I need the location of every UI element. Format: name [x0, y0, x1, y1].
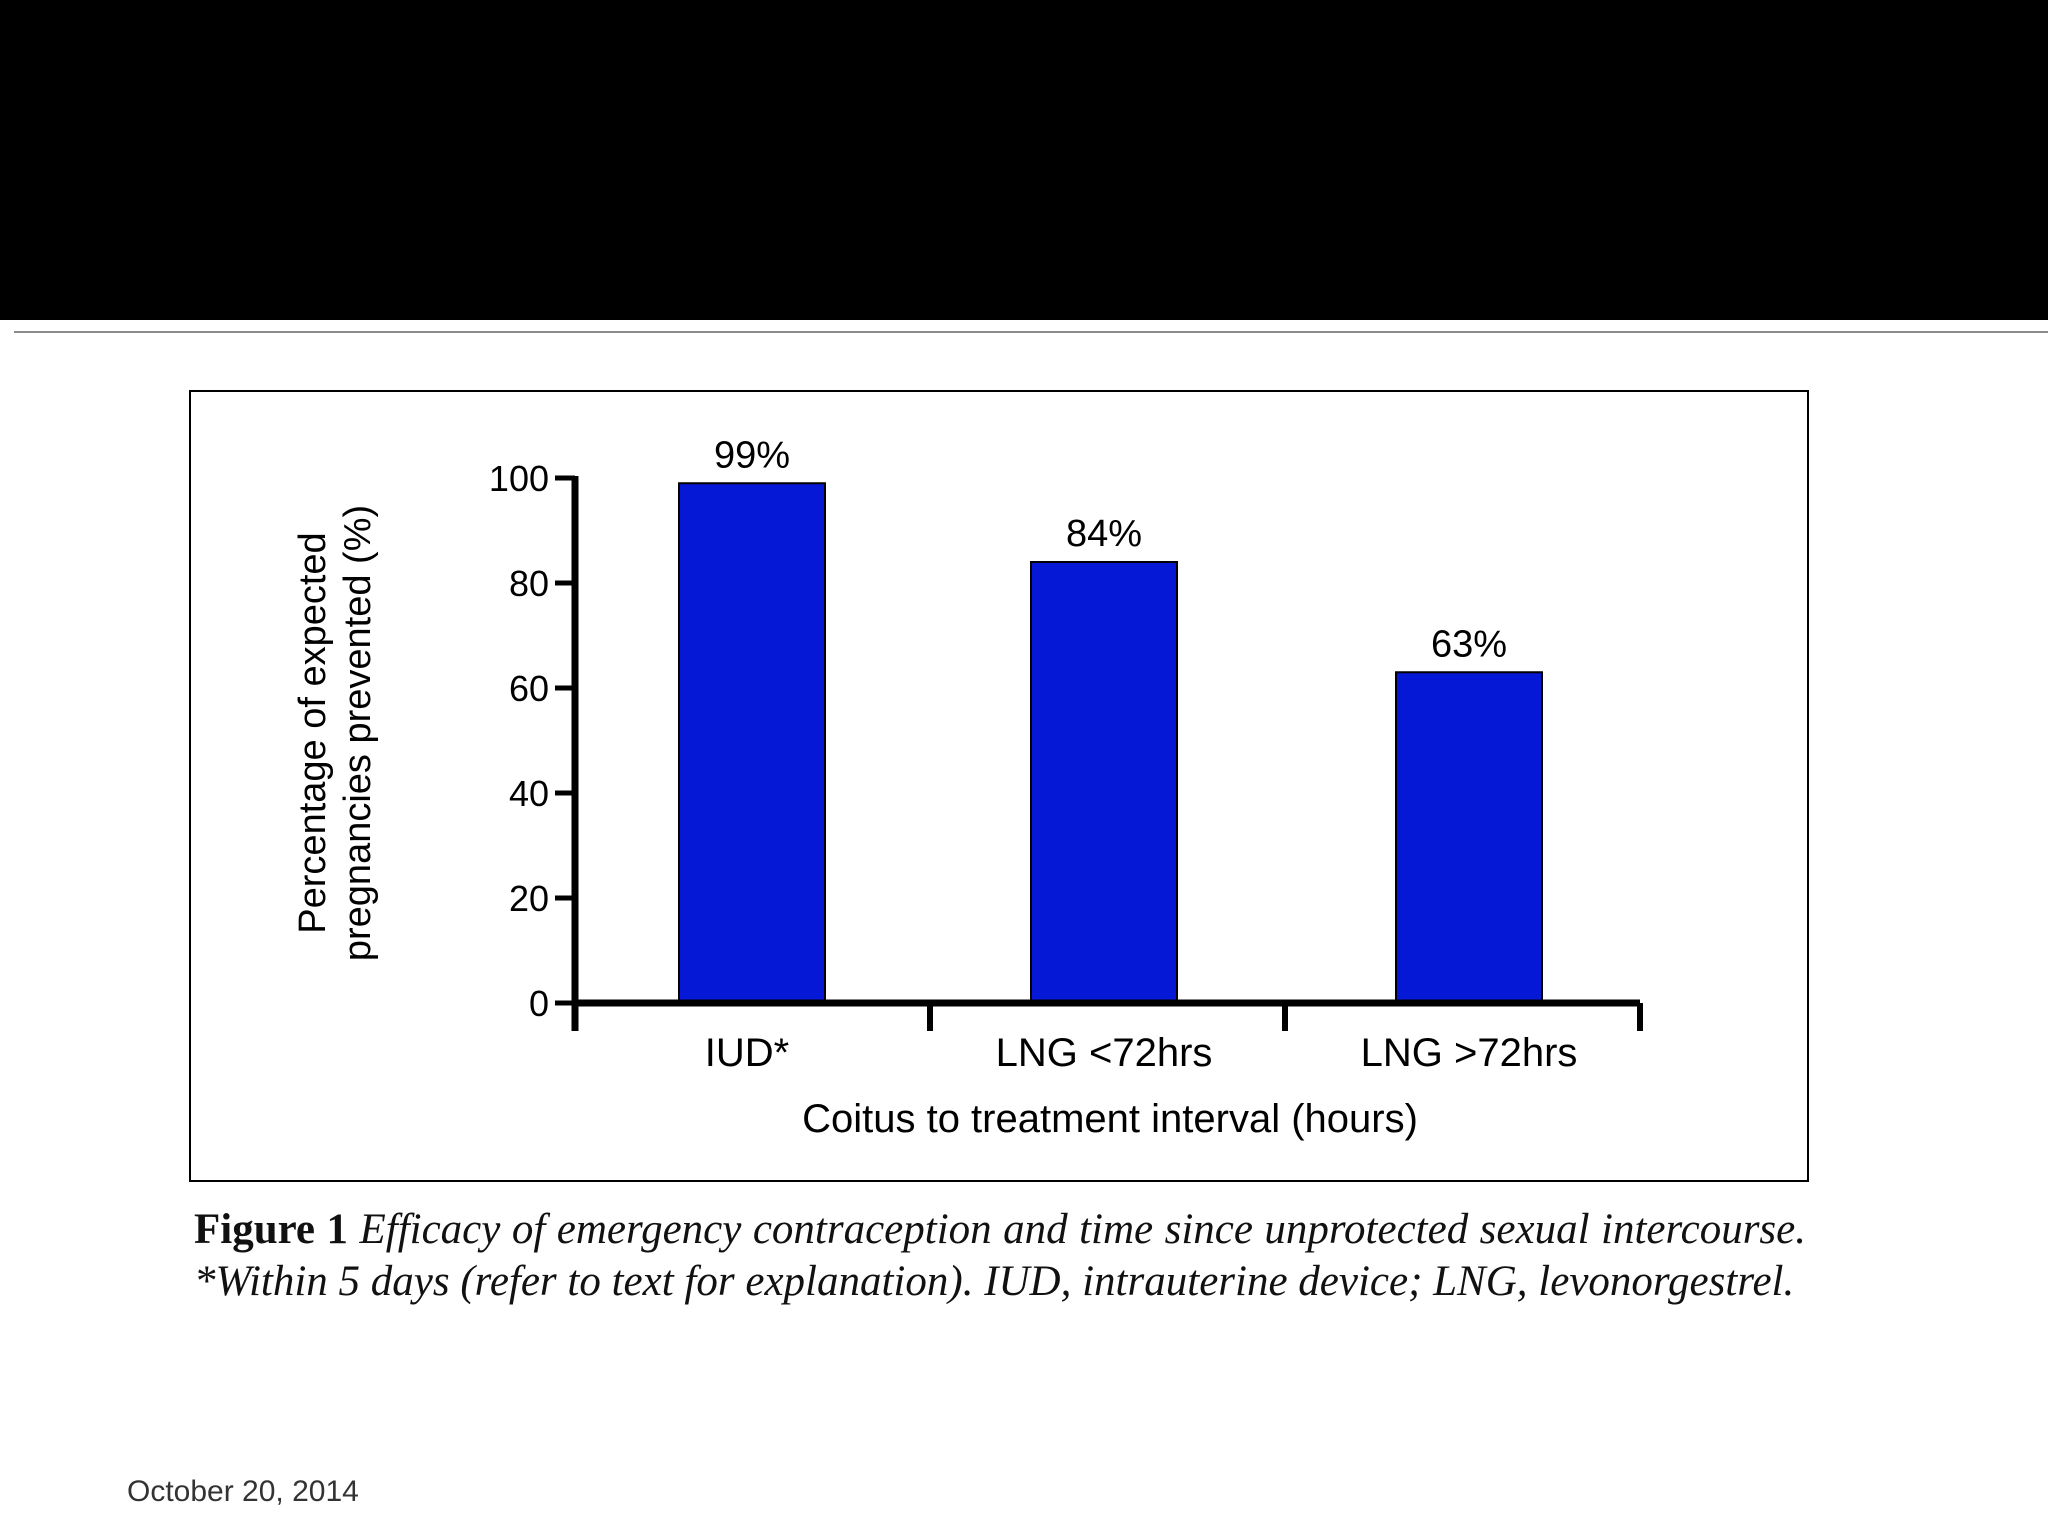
- bar-value-label: 63%: [1431, 623, 1507, 665]
- x-tick-label: IUD*: [705, 1031, 789, 1075]
- bar: [1395, 671, 1543, 1004]
- slide-header-band: [0, 0, 2048, 320]
- x-tick-label: LNG <72hrs: [996, 1031, 1213, 1075]
- bar: [1030, 561, 1178, 1004]
- y-axis-title-line: Percentage of expected: [292, 532, 334, 933]
- y-tick-label: 60: [509, 668, 549, 709]
- header-divider: [14, 331, 2048, 333]
- bar: [678, 482, 826, 1004]
- bar-value-label: 99%: [714, 434, 790, 476]
- y-axis-title: Percentage of expectedpregnancies preven…: [292, 505, 379, 961]
- y-axis-title-text: Percentage of expectedpregnancies preven…: [292, 505, 379, 961]
- figure-caption: Figure 1 Efficacy of emergency contracep…: [194, 1204, 1806, 1308]
- y-tick-label: 20: [509, 878, 549, 919]
- bars: 99% 84% 63%: [678, 434, 1543, 1004]
- y-axis-title-line: pregnancies prevented (%): [337, 505, 379, 961]
- footer-date: October 20, 2014: [127, 1475, 359, 1508]
- figure-label: Figure 1: [194, 1206, 348, 1253]
- y-tick-label: 0: [529, 983, 549, 1024]
- x-axis: IUD* LNG <72hrs LNG >72hrs: [572, 999, 1643, 1075]
- x-tick-label: LNG >72hrs: [1361, 1031, 1578, 1075]
- figure-caption-text: Efficacy of emergency contraception and …: [194, 1206, 1807, 1305]
- y-tick-label: 80: [509, 563, 549, 604]
- y-tick-label: 40: [509, 773, 549, 814]
- x-axis-title: Coitus to treatment interval (hours): [802, 1097, 1418, 1141]
- bar-value-label: 84%: [1066, 513, 1142, 555]
- y-axis: 0 20 40 60 80 100: [489, 458, 579, 1031]
- y-tick-label: 100: [489, 458, 549, 499]
